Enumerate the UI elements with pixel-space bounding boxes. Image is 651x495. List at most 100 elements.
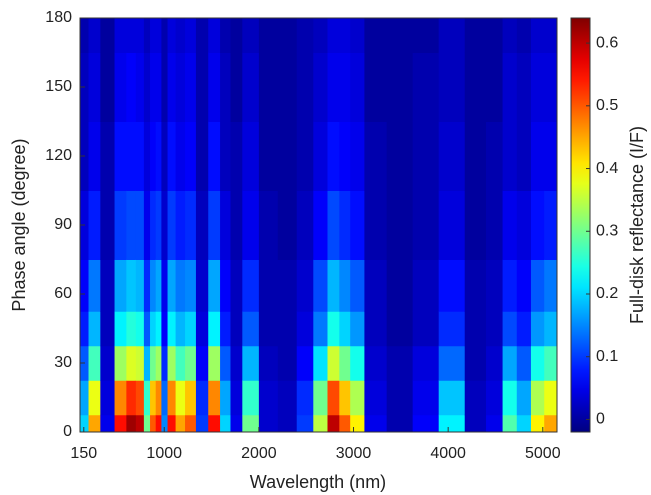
heatmap-cell	[386, 52, 414, 122]
heatmap-cell	[386, 18, 414, 53]
heatmap-cell	[438, 259, 466, 312]
heatmap-cell	[277, 414, 298, 433]
heatmap-cell	[230, 18, 243, 53]
heatmap-cell	[258, 414, 279, 433]
heatmap-cell	[242, 311, 260, 347]
y-tick-label: 180	[45, 9, 72, 26]
heatmap-cell	[277, 345, 298, 381]
heatmap-cell	[175, 18, 186, 53]
heatmap-cell	[516, 190, 532, 260]
heatmap-cell	[167, 259, 177, 312]
heatmap-cell	[486, 121, 504, 191]
heatmap-cell	[167, 380, 177, 416]
heatmap-cell	[208, 380, 221, 416]
heatmap-cell	[208, 345, 221, 381]
heatmap-cell	[80, 311, 90, 347]
heatmap-cell	[530, 259, 545, 312]
heatmap-cell	[313, 414, 328, 433]
colorbar-tick-label: 0.6	[596, 34, 618, 51]
heatmap-cell	[313, 121, 328, 191]
heatmap-cell	[350, 259, 365, 312]
heatmap-cell	[220, 259, 231, 312]
heatmap-cell	[88, 345, 101, 381]
heatmap-cell	[242, 259, 260, 312]
heatmap-cell	[277, 121, 298, 191]
heatmap-cell	[80, 259, 90, 312]
heatmap-cell	[242, 121, 260, 191]
heatmap-cell	[220, 345, 231, 381]
heatmap-cell	[486, 345, 504, 381]
heatmap-cell	[313, 259, 328, 312]
heatmap-cell	[143, 18, 151, 53]
heatmap-cell	[126, 311, 137, 347]
colorbar	[570, 17, 591, 433]
heatmap-cell	[208, 414, 221, 433]
heatmap-cell	[464, 52, 487, 122]
heatmap-cell	[143, 380, 151, 416]
heatmap-cell	[80, 18, 90, 53]
heatmap-cell	[161, 18, 169, 53]
heatmap-cell	[242, 52, 260, 122]
heatmap-cell	[230, 345, 243, 381]
heatmap-cell	[220, 414, 231, 433]
heatmap-cell	[220, 380, 231, 416]
heatmap-cell	[143, 345, 151, 381]
heatmap-cell	[150, 259, 157, 312]
heatmap-cell	[126, 121, 137, 191]
heatmap-cell	[386, 345, 414, 381]
heatmap-cell	[88, 414, 101, 433]
heatmap-cell	[544, 345, 558, 381]
heatmap-cell	[327, 414, 340, 433]
heatmap-cell	[364, 190, 388, 260]
y-tick-label: 30	[54, 354, 72, 371]
heatmap-cell	[161, 380, 169, 416]
heatmap-cell	[327, 345, 340, 381]
heatmap-cell	[88, 121, 101, 191]
heatmap-cell	[195, 259, 209, 312]
heatmap-cell	[126, 52, 137, 122]
y-tick-label: 120	[45, 147, 72, 164]
heatmap-cell	[544, 259, 558, 312]
heatmap-cell	[161, 414, 169, 433]
heatmap-cell	[258, 259, 279, 312]
heatmap-cell	[486, 380, 504, 416]
heatmap-cell	[486, 52, 504, 122]
heatmap-cell	[502, 52, 518, 122]
heatmap-cell	[258, 190, 279, 260]
heatmap-cell	[175, 345, 186, 381]
heatmap-cell	[464, 414, 487, 433]
heatmap-cell	[464, 121, 487, 191]
heatmap-cell	[242, 414, 260, 433]
heatmap-cell	[386, 414, 414, 433]
y-tick-label: 60	[54, 285, 72, 302]
heatmap-cell	[175, 380, 186, 416]
heatmap-cell	[161, 190, 169, 260]
heatmap-cell	[208, 52, 221, 122]
heatmap-cell	[339, 345, 351, 381]
heatmap-cell	[230, 190, 243, 260]
heatmap-cell	[135, 311, 145, 347]
heatmap-cell	[464, 311, 487, 347]
heatmap-cell	[438, 414, 466, 433]
heatmap-cell	[502, 18, 518, 53]
heatmap-cell	[277, 380, 298, 416]
heatmap-cell	[208, 311, 221, 347]
heatmap-cell	[516, 18, 532, 53]
heatmap-cell	[167, 414, 177, 433]
heatmap-cell	[150, 345, 157, 381]
heatmap-cell	[464, 345, 487, 381]
heatmap-cell	[155, 121, 162, 191]
heatmap-cell	[143, 52, 151, 122]
heatmap-cell	[502, 345, 518, 381]
x-tick-label: 3000	[336, 445, 372, 462]
heatmap-cell	[486, 190, 504, 260]
heatmap-cell	[438, 121, 466, 191]
heatmap-cell	[100, 380, 116, 416]
heatmap-cell	[502, 190, 518, 260]
heatmap-cell	[126, 18, 137, 53]
x-tick-label: 1000	[146, 445, 182, 462]
heatmap-cell	[114, 311, 127, 347]
heatmap-cell	[195, 311, 209, 347]
heatmap-cell	[167, 121, 177, 191]
heatmap-cell	[277, 190, 298, 260]
